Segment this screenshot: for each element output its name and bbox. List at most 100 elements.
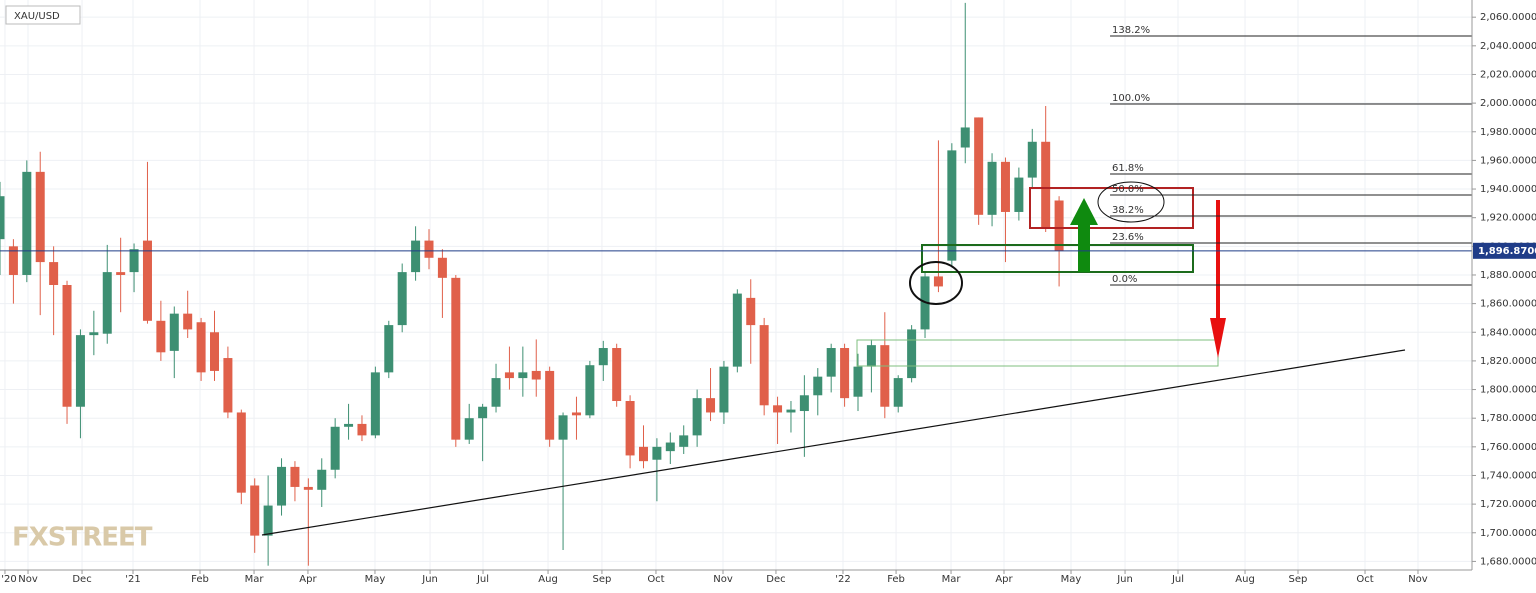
- candle-body: [317, 469, 327, 490]
- candle-body: [22, 171, 32, 275]
- fib-label: 0.0%: [1112, 274, 1137, 285]
- y-tick-label: 2,000.0000: [1480, 98, 1536, 109]
- candle-body: [8, 246, 18, 275]
- fib-label: 138.2%: [1112, 25, 1150, 36]
- candle-body: [1041, 141, 1051, 228]
- x-tick-label: May: [1061, 574, 1082, 585]
- candle-body: [424, 240, 434, 258]
- fib-label: 38.2%: [1112, 205, 1144, 216]
- candle-body: [344, 423, 354, 427]
- candle-body: [478, 406, 488, 419]
- candle-body: [451, 277, 461, 440]
- x-tick-label: Nov: [18, 574, 38, 585]
- candle-body: [1000, 161, 1010, 212]
- y-tick-label: 1,700.0000: [1480, 528, 1536, 539]
- x-tick-label: Apr: [299, 574, 317, 585]
- candle-body: [880, 345, 890, 407]
- candle-body: [960, 127, 970, 148]
- x-tick-label: '21: [125, 574, 140, 585]
- candle-body: [89, 332, 99, 336]
- candle-body: [491, 378, 501, 407]
- x-tick-label: Jun: [421, 574, 438, 585]
- candle-body: [692, 398, 702, 436]
- candle-body: [625, 401, 635, 456]
- candle-body: [35, 171, 45, 263]
- candle-body: [384, 325, 394, 373]
- candle-body: [504, 372, 514, 379]
- candle-body: [826, 348, 836, 377]
- candle-body: [1054, 200, 1064, 251]
- candle-body: [169, 313, 179, 351]
- candle-body: [411, 240, 421, 273]
- candle-body: [464, 418, 474, 440]
- y-tick-label: 1,720.0000: [1480, 499, 1536, 510]
- y-tick-label: 1,840.0000: [1480, 327, 1536, 338]
- candle-body: [236, 412, 246, 493]
- candle-body: [612, 348, 622, 402]
- candle-body: [1027, 141, 1037, 178]
- candle-body: [223, 358, 233, 413]
- candle-body: [196, 322, 206, 373]
- candle-body: [62, 285, 72, 407]
- overlays: 138.2% 100.0% 61.8% 50.0% 38.2% 23.6% 0.0%: [0, 25, 1472, 536]
- candle-body: [330, 426, 340, 470]
- y-tick-label: 1,820.0000: [1480, 356, 1536, 367]
- circle-marker: [1097, 181, 1165, 223]
- candle-body: [585, 365, 595, 416]
- y-tick-label: 1,940.0000: [1480, 184, 1536, 195]
- candle-body: [706, 398, 716, 413]
- candle-body: [75, 335, 85, 407]
- candle-body: [370, 372, 380, 436]
- y-tick-label: 1,680.0000: [1480, 556, 1536, 567]
- y-tick-label: 1,860.0000: [1480, 299, 1536, 310]
- x-tick-label: Mar: [245, 574, 265, 585]
- y-tick-label: 1,880.0000: [1480, 270, 1536, 281]
- y-tick-label: 1,780.0000: [1480, 413, 1536, 424]
- up-arrow: [1070, 198, 1098, 272]
- x-tick-label: '20: [1, 574, 16, 585]
- y-tick-label: 1,760.0000: [1480, 442, 1536, 453]
- candle-body: [907, 329, 917, 379]
- price-tag-label: 1,896.8700: [1478, 246, 1536, 257]
- candle-body: [773, 405, 783, 413]
- candle-body: [652, 446, 662, 460]
- y-tick-label: 2,040.0000: [1480, 41, 1536, 52]
- x-tick-label: Feb: [191, 574, 209, 585]
- candle-body: [49, 262, 59, 285]
- candle-body: [759, 325, 769, 406]
- x-tick-label: Jul: [476, 574, 489, 585]
- trendline: [261, 349, 1406, 536]
- candle-body: [357, 423, 367, 436]
- x-tick-label: Mar: [942, 574, 962, 585]
- fib-label: 50.0%: [1112, 184, 1144, 195]
- fib-label: 61.8%: [1112, 163, 1144, 174]
- y-tick-label: 1,920.0000: [1480, 213, 1536, 224]
- candle-body: [129, 249, 139, 273]
- candle-body: [290, 466, 300, 487]
- candle-body: [183, 313, 193, 330]
- candle-body: [250, 485, 260, 536]
- x-tick-label: Jun: [1116, 574, 1133, 585]
- candle-body: [719, 366, 729, 413]
- candle-body: [947, 150, 957, 261]
- price-tag: [1473, 242, 1536, 259]
- candle-body: [840, 348, 850, 399]
- candle-body: [531, 370, 541, 380]
- y-tick-label: 2,020.0000: [1480, 69, 1536, 80]
- candle-body: [518, 372, 528, 379]
- candle-body: [786, 409, 796, 413]
- symbol-box: [5, 5, 81, 25]
- candle-body: [1014, 177, 1024, 212]
- x-tick-label: Sep: [1289, 574, 1308, 585]
- x-tick-label: '22: [835, 574, 850, 585]
- y-tick-label: 2,060.0000: [1480, 12, 1536, 23]
- candle-body: [866, 345, 876, 367]
- candle-body: [437, 257, 447, 278]
- fib-label: 100.0%: [1112, 93, 1150, 104]
- fib-label: 23.6%: [1112, 232, 1144, 243]
- down-arrow: [1210, 200, 1226, 358]
- x-tick-label: Aug: [1235, 574, 1255, 585]
- x-tick-label: Dec: [72, 574, 91, 585]
